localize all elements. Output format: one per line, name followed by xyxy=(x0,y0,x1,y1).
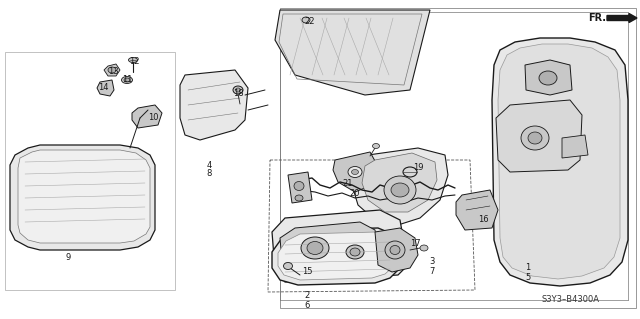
Text: 22: 22 xyxy=(305,18,316,26)
Ellipse shape xyxy=(108,67,116,73)
Ellipse shape xyxy=(295,195,303,201)
Ellipse shape xyxy=(384,176,416,204)
Ellipse shape xyxy=(284,263,292,270)
Ellipse shape xyxy=(372,144,380,149)
Text: 6: 6 xyxy=(304,300,310,309)
Text: 12: 12 xyxy=(129,57,140,66)
Ellipse shape xyxy=(420,245,428,251)
Polygon shape xyxy=(492,38,628,286)
Polygon shape xyxy=(362,153,437,212)
Text: 2: 2 xyxy=(305,292,310,300)
Text: 9: 9 xyxy=(65,254,70,263)
Ellipse shape xyxy=(302,17,310,23)
Ellipse shape xyxy=(124,78,130,82)
Polygon shape xyxy=(278,232,396,280)
Polygon shape xyxy=(333,152,380,192)
Text: 3: 3 xyxy=(429,257,435,266)
Text: 10: 10 xyxy=(148,114,158,122)
FancyArrow shape xyxy=(607,13,637,23)
Ellipse shape xyxy=(390,246,400,255)
Text: 21: 21 xyxy=(343,179,353,188)
Polygon shape xyxy=(132,105,162,128)
Polygon shape xyxy=(562,135,588,158)
Ellipse shape xyxy=(528,132,542,144)
Text: S3Y3–B4300A: S3Y3–B4300A xyxy=(541,295,599,305)
Polygon shape xyxy=(104,64,120,76)
Polygon shape xyxy=(272,210,408,282)
Text: 7: 7 xyxy=(429,266,435,276)
Ellipse shape xyxy=(350,248,360,256)
Ellipse shape xyxy=(307,241,323,255)
Ellipse shape xyxy=(236,88,241,92)
Text: 16: 16 xyxy=(477,216,488,225)
Polygon shape xyxy=(498,44,620,279)
Text: 13: 13 xyxy=(108,68,118,77)
Polygon shape xyxy=(10,145,155,250)
Text: 15: 15 xyxy=(301,268,312,277)
Text: FR.: FR. xyxy=(588,13,606,23)
Text: 19: 19 xyxy=(413,164,423,173)
Text: 4: 4 xyxy=(206,160,212,169)
Ellipse shape xyxy=(351,169,358,174)
Polygon shape xyxy=(275,10,430,95)
Polygon shape xyxy=(375,228,418,272)
Text: 8: 8 xyxy=(206,169,212,179)
Polygon shape xyxy=(18,150,150,243)
Polygon shape xyxy=(496,100,582,172)
Ellipse shape xyxy=(391,183,409,197)
Polygon shape xyxy=(280,222,380,272)
Ellipse shape xyxy=(129,57,138,63)
Text: 1: 1 xyxy=(525,263,531,272)
Polygon shape xyxy=(525,60,572,95)
Polygon shape xyxy=(456,190,498,230)
Polygon shape xyxy=(272,228,402,285)
Ellipse shape xyxy=(346,245,364,259)
Ellipse shape xyxy=(233,86,243,94)
Polygon shape xyxy=(352,148,448,225)
Text: 5: 5 xyxy=(525,272,531,281)
Polygon shape xyxy=(180,70,248,140)
Text: 18: 18 xyxy=(233,88,243,98)
Ellipse shape xyxy=(348,167,362,177)
Ellipse shape xyxy=(385,241,405,259)
Ellipse shape xyxy=(122,77,132,84)
Ellipse shape xyxy=(521,126,549,150)
Ellipse shape xyxy=(294,182,304,190)
Text: 20: 20 xyxy=(349,189,360,197)
Text: 17: 17 xyxy=(410,239,420,248)
Ellipse shape xyxy=(301,237,329,259)
Polygon shape xyxy=(97,80,114,96)
Text: 14: 14 xyxy=(98,83,108,92)
Ellipse shape xyxy=(539,71,557,85)
Text: 11: 11 xyxy=(122,76,132,85)
Polygon shape xyxy=(288,172,312,203)
